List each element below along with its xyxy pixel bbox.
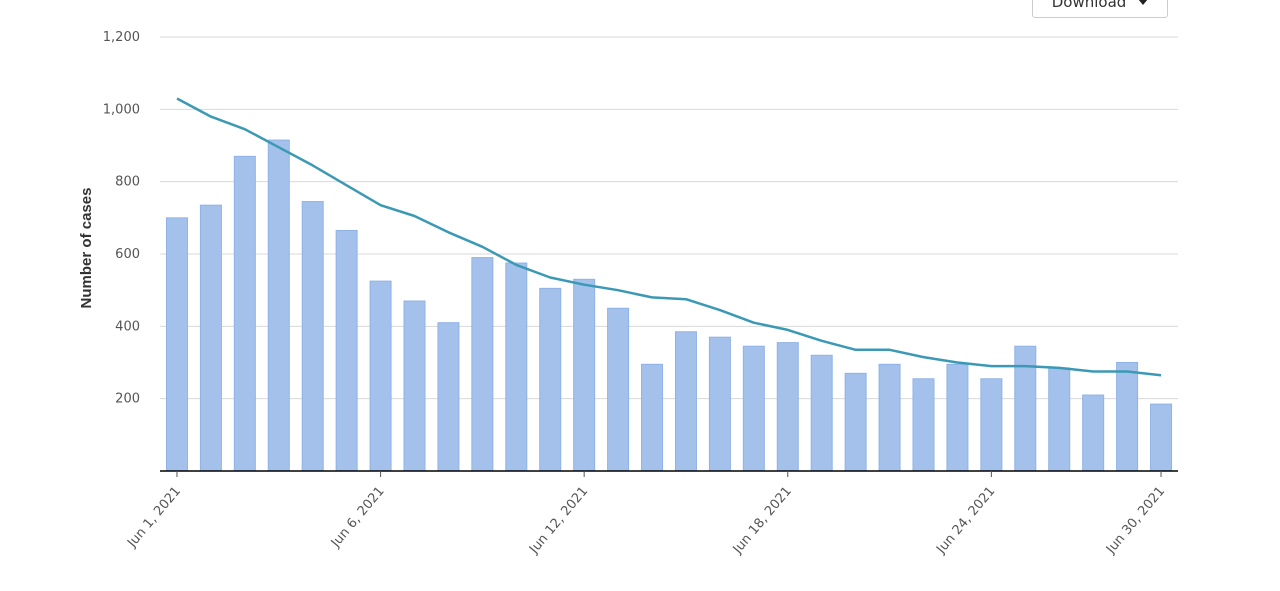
bar [674, 331, 697, 472]
x-tick-label: Jun 6, 2021 [328, 484, 388, 551]
y-tick-label: 1,200 [103, 30, 140, 45]
bar [641, 363, 664, 472]
bar [573, 278, 596, 472]
bar [471, 257, 494, 472]
bar [539, 287, 562, 472]
y-tick-label: 800 [115, 175, 140, 190]
bar [301, 201, 324, 472]
bar [878, 363, 901, 472]
gridlines [160, 36, 1178, 400]
bar [1150, 403, 1173, 472]
bar [199, 204, 222, 472]
bar [233, 155, 256, 472]
bar [980, 378, 1003, 472]
line-series [176, 97, 1162, 377]
bar [335, 229, 358, 472]
bar [267, 139, 290, 472]
bar [505, 262, 528, 472]
x-tick-label: Jun 24, 2021 [933, 484, 998, 557]
bar [403, 300, 426, 472]
bar [776, 342, 799, 472]
bar [708, 336, 731, 472]
caret-down-icon [1138, 0, 1149, 5]
bar-series [165, 139, 1173, 472]
x-tick-label: Jun 12, 2021 [526, 484, 591, 557]
download-label: Download [1051, 0, 1127, 11]
bar [165, 217, 188, 472]
bar [437, 322, 460, 472]
bar [912, 378, 935, 472]
bar [844, 372, 867, 472]
bar [369, 280, 392, 472]
y-tick-label: 200 [115, 392, 140, 407]
bar [946, 363, 969, 472]
bar [607, 307, 630, 472]
y-axis-ticks: 200 400 600 800 1,000 1,200 [103, 30, 140, 407]
bar [810, 354, 833, 472]
x-axis: Jun 1, 2021 Jun 6, 2021 Jun 12, 2021 Jun 18… [124, 470, 1178, 557]
bar [742, 345, 765, 472]
y-tick-label: 400 [115, 319, 140, 334]
y-tick-label: 600 [115, 247, 140, 262]
download-button[interactable]: Download [1032, 0, 1168, 18]
x-tick-label: Jun 18, 2021 [730, 484, 795, 557]
trend-line [176, 97, 1162, 377]
x-tick-label: Jun 1, 2021 [124, 484, 184, 551]
y-tick-label: 1,000 [103, 102, 140, 117]
bar [1116, 362, 1139, 472]
y-axis-title: Number of cases [78, 188, 95, 309]
bar [1048, 367, 1071, 472]
bar [1082, 394, 1105, 472]
x-tick-label: Jun 30, 2021 [1103, 484, 1168, 557]
